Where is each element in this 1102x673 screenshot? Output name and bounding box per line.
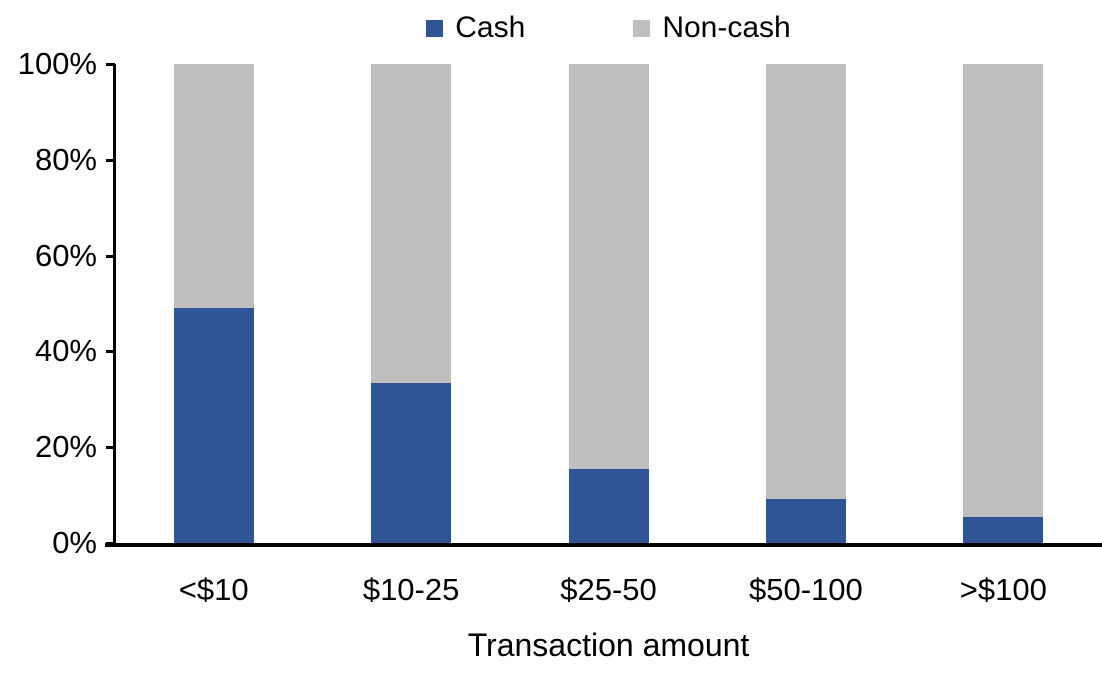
y-axis-tick-label: 60% [34,237,97,273]
legend-color-swatch-icon [633,19,651,37]
y-axis-tick-label: 0% [52,525,97,560]
x-axis-category-label: <$10 [178,572,249,607]
x-axis-category-label: $50-100 [749,572,863,607]
bar-segment-cash-$50-100 [765,498,846,543]
y-axis-tick-label: 80% [34,141,97,177]
legend-item-cash: Cash [426,10,525,46]
y-axis-tick-label: 40% [34,333,97,369]
legend: Cash Non-cash [115,8,1102,48]
x-axis-category-label: $10-25 [362,572,460,607]
y-axis-tick-label: 100% [17,46,97,81]
x-axis-title: Transaction amount [467,627,750,663]
bar-segment-cash-<$10 [173,308,254,543]
bar-segment-cash-$10-25 [371,383,452,543]
bar-segment-non-cash-<$10 [173,64,254,309]
y-axis-tick-mark [106,446,115,450]
y-axis-tick-mark [106,350,115,354]
y-axis-tick-mark [106,254,115,258]
bar-segment-non-cash-$25-50 [568,64,649,470]
legend-color-swatch-icon [426,19,444,37]
legend-label: Cash [455,11,526,44]
y-axis-line [113,64,116,545]
y-axis-tick-mark [106,158,115,162]
y-axis-tick-mark [106,63,115,66]
bar-segment-cash-$25-50 [568,469,649,543]
legend-item-non-cash: Non-cash [633,10,791,46]
bar-segment-cash->$100 [963,517,1044,543]
x-axis-line [105,543,1102,547]
x-axis-category-label: >$100 [959,572,1047,607]
y-axis-tick-label: 20% [34,429,97,465]
legend-label: Non-cash [662,11,791,44]
bar-segment-non-cash-$10-25 [371,64,452,384]
bar-segment-non-cash->$100 [963,64,1044,518]
x-axis-category-label: $25-50 [560,572,657,607]
bar-segment-non-cash-$50-100 [765,64,846,499]
